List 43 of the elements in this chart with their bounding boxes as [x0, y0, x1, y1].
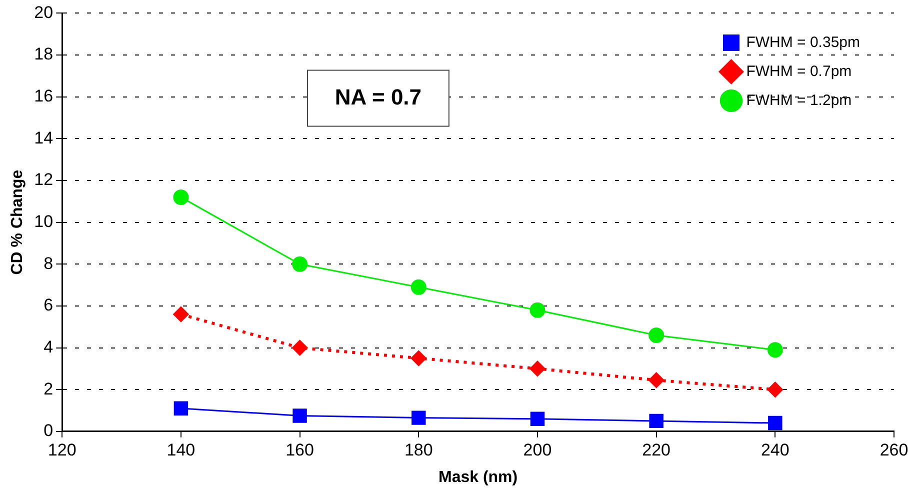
x-tick-label: 180: [404, 440, 433, 460]
y-tick-label: 12: [34, 170, 54, 190]
point: [530, 361, 545, 376]
y-tick-label: 4: [44, 337, 54, 356]
y-tick-label: 20: [34, 2, 54, 22]
y-tick-label: 10: [34, 212, 54, 231]
x-axis-title: Mask (nm): [438, 468, 518, 486]
point: [292, 340, 308, 356]
point: [292, 256, 308, 272]
legend-label: FWHM = 0.7pm: [746, 62, 852, 80]
y-tick-label: 14: [34, 128, 54, 148]
x-tick-label: 160: [286, 440, 314, 460]
point: [649, 414, 664, 428]
y-axis-title: CD % Change: [9, 170, 26, 275]
point: [768, 416, 782, 430]
legend-label: FWHM = 0.35pm: [746, 34, 860, 51]
point: [173, 189, 189, 205]
point: [174, 401, 188, 416]
x-tick-label: 140: [166, 440, 196, 460]
y-tick-label: 0: [44, 421, 54, 440]
point: [411, 350, 426, 366]
y-tick-label: 8: [44, 254, 54, 273]
x-tick-label: 240: [760, 440, 790, 460]
point: [768, 382, 783, 398]
point: [530, 302, 546, 318]
point: [410, 279, 426, 295]
x-tick-label: 260: [880, 440, 908, 460]
point: [648, 372, 664, 388]
point: [530, 412, 545, 426]
x-tick-label: 120: [48, 440, 76, 460]
point: [292, 408, 307, 423]
y-tick-label: 2: [44, 379, 54, 398]
y-tick-label: 6: [44, 296, 54, 315]
point: [173, 306, 188, 322]
y-tick-label: 18: [34, 44, 54, 64]
y-tick-label: 16: [34, 86, 54, 106]
annotation: NA = 0.7: [334, 84, 422, 110]
x-tick-label: 220: [642, 440, 671, 460]
point: [412, 410, 426, 425]
legend-label: FWHM = 1.2pm: [746, 92, 852, 109]
x-tick-label: 200: [523, 440, 552, 460]
point: [767, 342, 783, 358]
point: [648, 327, 664, 343]
